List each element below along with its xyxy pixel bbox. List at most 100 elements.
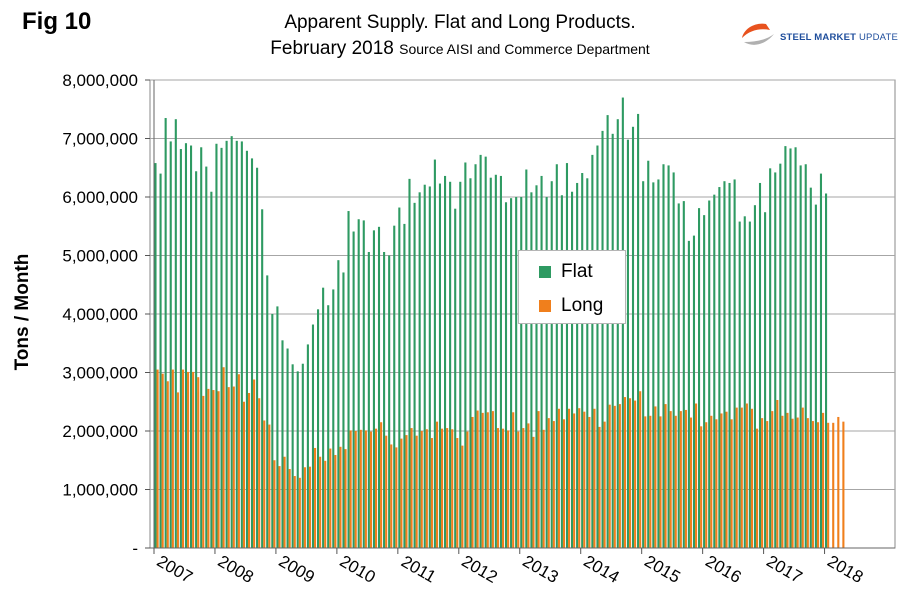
long-bar: [618, 404, 621, 548]
long-bar: [166, 381, 169, 548]
flat-bar: [190, 145, 193, 548]
long-bar: [552, 421, 555, 548]
flat-bar: [220, 147, 223, 549]
flat-bar: [677, 203, 680, 548]
flat-bar: [631, 126, 635, 549]
flat-bar: [423, 184, 426, 548]
long-bar: [557, 408, 560, 548]
flat-bar: [662, 164, 665, 549]
long-bar: [755, 428, 759, 548]
long-bar: [659, 416, 662, 548]
long-bar: [227, 387, 230, 548]
long-bar: [441, 428, 444, 548]
long-bar: [664, 404, 667, 548]
long-bar: [644, 416, 647, 548]
flat-bar: [637, 113, 640, 549]
flat-bar: [444, 175, 447, 548]
flat-bar: [383, 251, 386, 549]
long-bar: [456, 438, 459, 548]
long-bar: [735, 407, 738, 548]
long-bar: [822, 412, 825, 548]
long-bar: [247, 392, 251, 548]
flat-bar: [484, 156, 487, 548]
long-bar: [339, 446, 342, 548]
y-axis-label: Tons / Month: [12, 254, 33, 371]
long-bar: [319, 456, 322, 548]
long-bar: [608, 404, 611, 548]
flat-bar: [743, 216, 746, 548]
flat-bar: [428, 186, 431, 548]
flat-bar: [210, 191, 213, 549]
long-bar: [695, 403, 698, 548]
long-bar: [486, 412, 489, 548]
long-bar: [705, 422, 708, 548]
figure-label: Fig 10: [22, 8, 92, 35]
long-bar: [593, 408, 596, 548]
long-bar: [415, 435, 418, 548]
flat-bar: [301, 363, 304, 548]
flat-bar: [296, 371, 299, 548]
long-bar: [669, 411, 672, 548]
long-bar: [786, 412, 789, 548]
flat-bar: [596, 145, 599, 548]
flat-bar: [291, 364, 294, 548]
long-bar: [837, 416, 840, 548]
long-bar: [253, 379, 256, 548]
long-bar: [517, 431, 520, 548]
y-tick-label: 8,000,000: [62, 71, 138, 90]
long-bar: [451, 429, 454, 548]
legend-swatch-flat: [539, 266, 551, 278]
long-bar: [740, 407, 743, 548]
long-bar: [832, 422, 835, 548]
long-bar: [796, 417, 799, 548]
long-bar: [359, 429, 362, 548]
legend-label-flat: Flat: [561, 261, 593, 282]
flat-bar: [499, 175, 502, 548]
long-bar: [628, 398, 632, 548]
flat-bar: [616, 119, 619, 548]
flat-bar: [601, 130, 604, 548]
flat-bar: [728, 182, 731, 548]
long-bar: [501, 428, 505, 548]
legend-label-long: Long: [561, 295, 604, 316]
flat-bar: [692, 235, 696, 549]
flat-bar: [438, 183, 442, 549]
flat-bar: [256, 167, 259, 548]
long-bar: [268, 424, 271, 548]
long-bar: [273, 460, 276, 548]
long-bar: [562, 419, 566, 548]
long-bar: [385, 435, 388, 548]
legend: Flat Long: [518, 250, 626, 324]
flat-bar: [525, 169, 528, 548]
series-flat: [154, 97, 828, 549]
flat-bar: [164, 118, 167, 549]
long-bar: [222, 367, 225, 548]
flat-bar: [342, 272, 345, 548]
long-bar: [354, 431, 357, 548]
flat-bar: [454, 208, 457, 548]
flat-bar: [281, 340, 284, 548]
long-bar: [278, 466, 281, 548]
long-bar: [380, 422, 383, 548]
y-tick-label: -: [132, 539, 138, 558]
flat-bar: [230, 136, 233, 548]
long-bar: [324, 460, 327, 548]
flat-bar: [555, 164, 558, 549]
y-tick-label: 3,000,000: [62, 364, 138, 383]
flat-bar: [753, 205, 756, 548]
long-bar: [750, 408, 753, 548]
flat-bar: [205, 166, 208, 548]
flat-bar: [413, 202, 416, 548]
flat-bar: [459, 181, 462, 549]
flat-bar: [809, 187, 812, 548]
y-tick-label: 7,000,000: [62, 130, 138, 149]
flat-bar: [200, 147, 203, 548]
y-tick-label: 5,000,000: [62, 247, 138, 266]
y-tick-label: 6,000,000: [62, 188, 138, 207]
y-tick-label: 2,000,000: [62, 422, 138, 441]
flat-bar: [398, 207, 401, 548]
x-tick-label: 2012: [458, 552, 500, 587]
long-bar: [334, 454, 337, 548]
flat-bar: [738, 221, 741, 548]
